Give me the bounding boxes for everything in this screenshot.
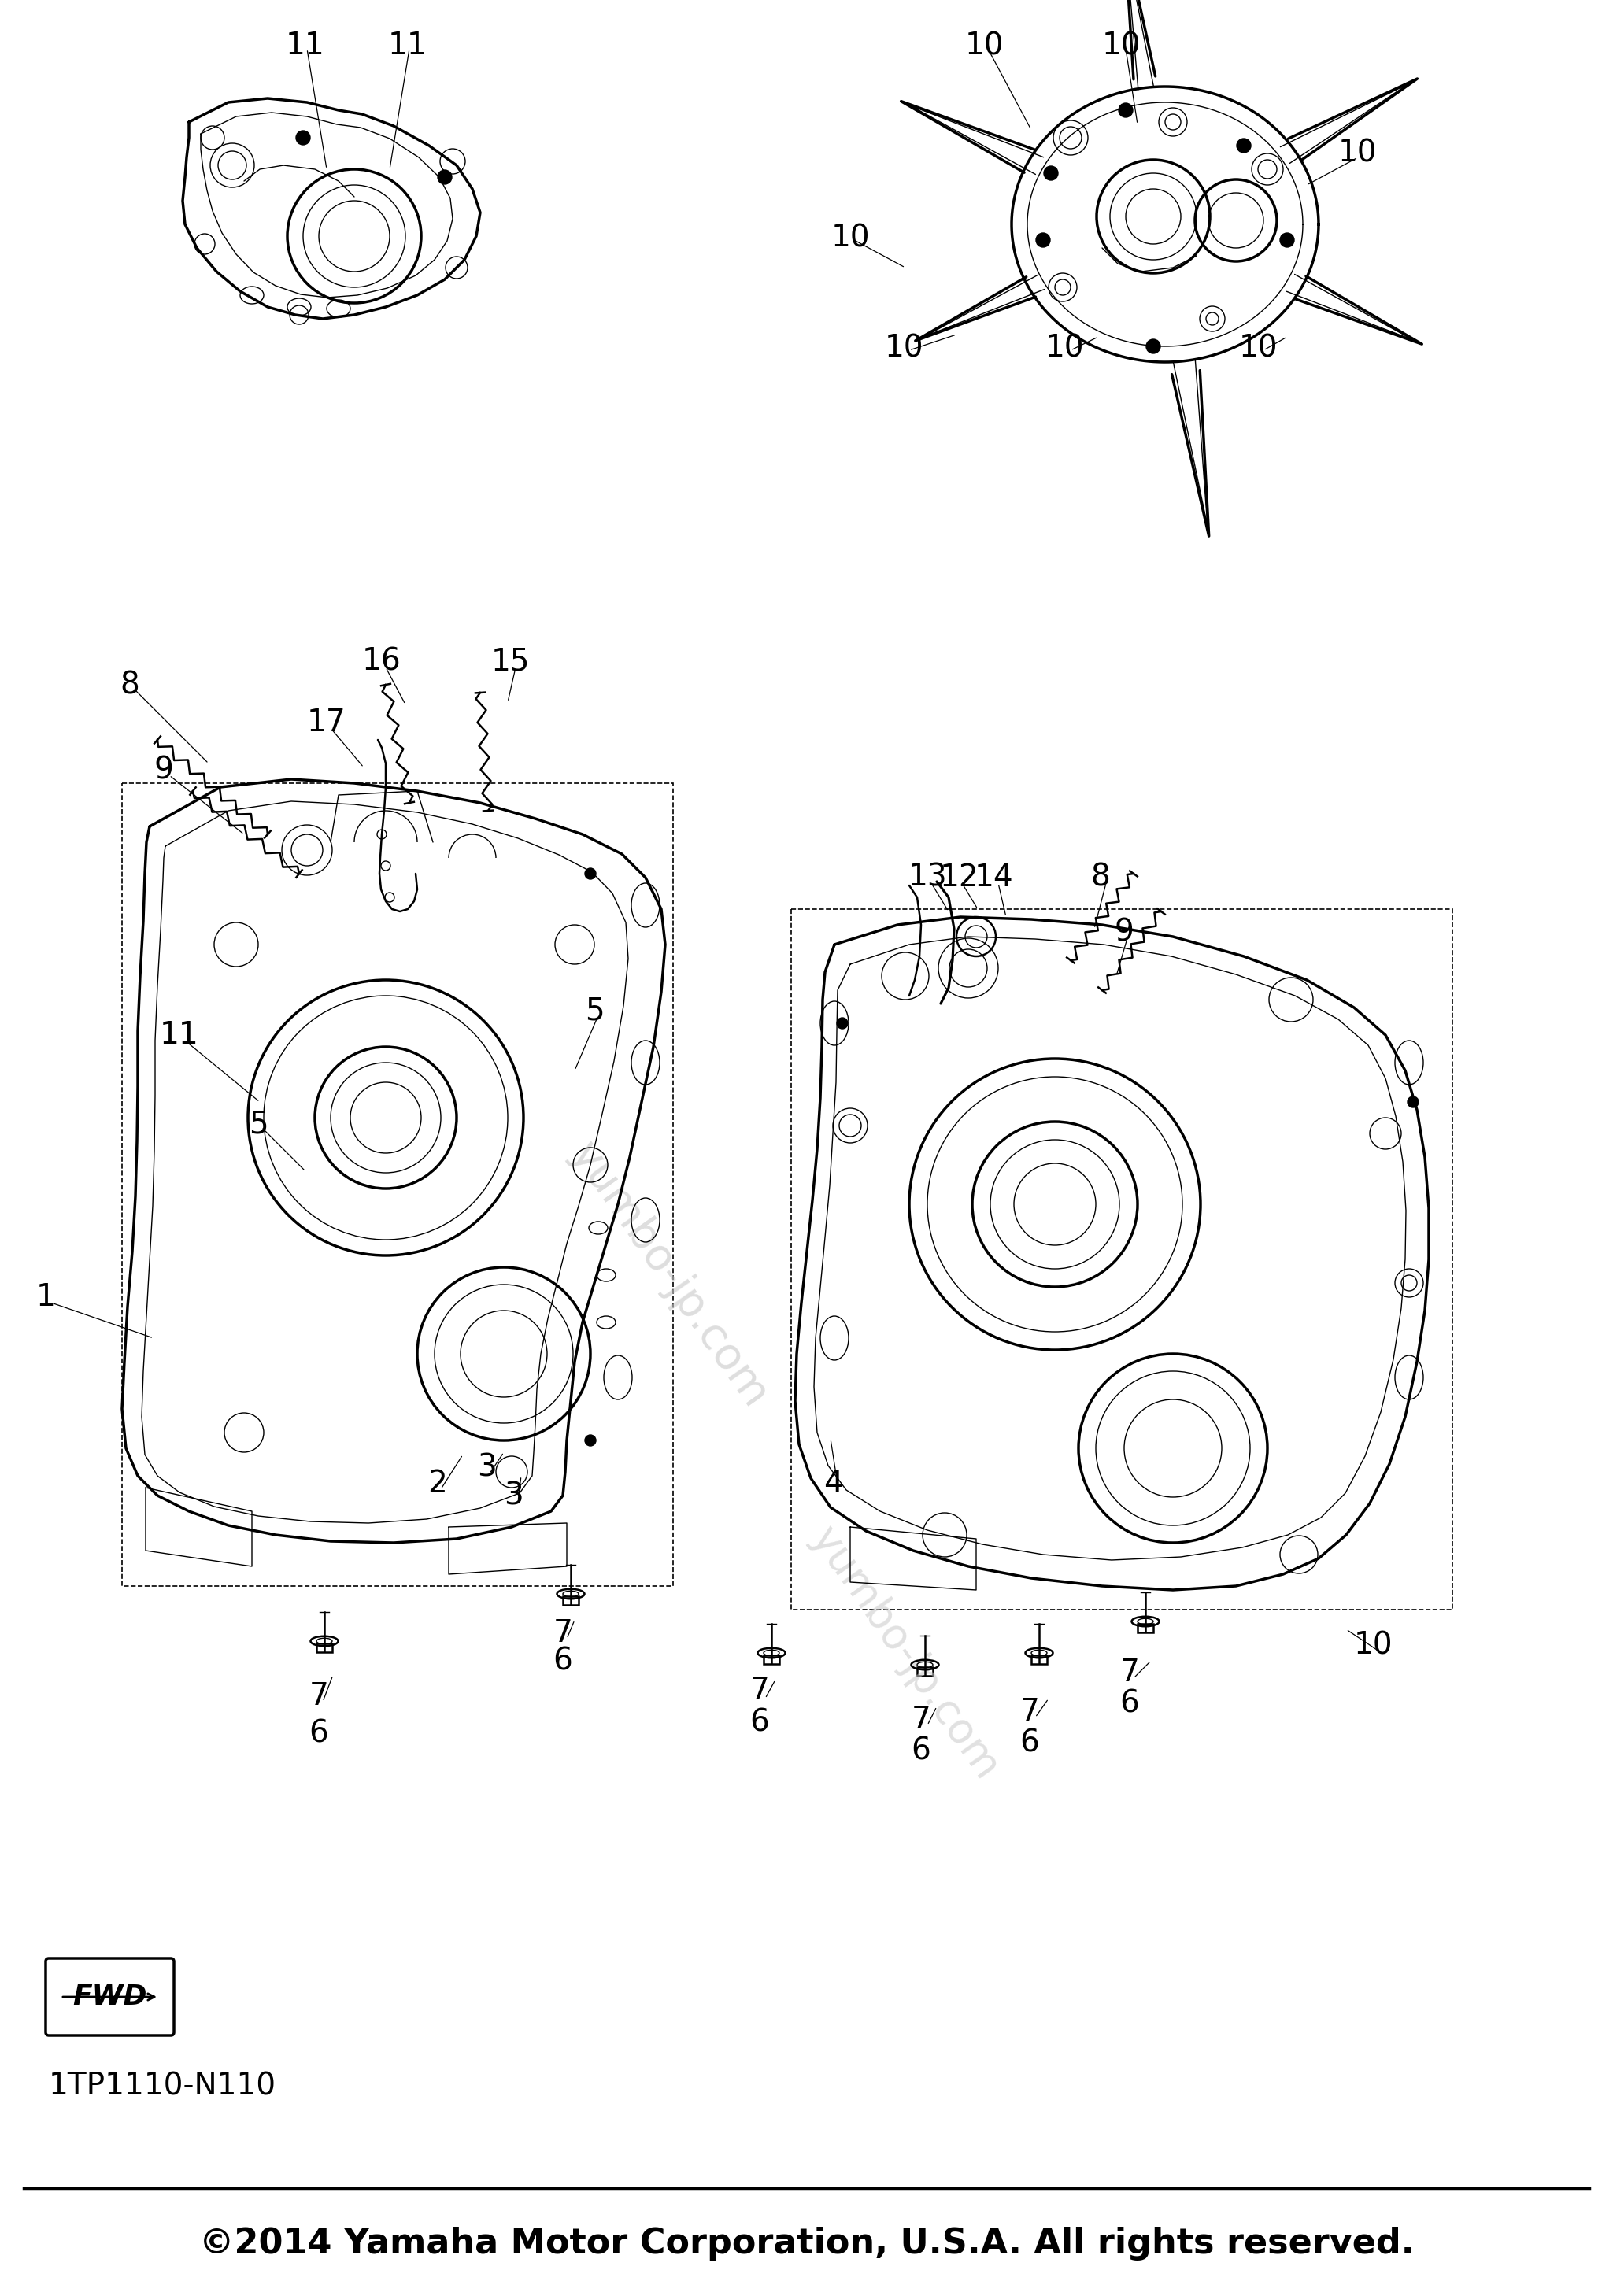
Text: 13: 13 (908, 863, 947, 893)
Text: 10: 10 (1239, 333, 1277, 363)
Text: 16: 16 (363, 645, 402, 675)
Bar (790, 909, 1452, 1609)
Text: 8: 8 (1090, 863, 1110, 893)
Circle shape (586, 1435, 595, 1446)
Text: 3: 3 (503, 1481, 523, 1511)
Text: yumbo-jp.com: yumbo-jp.com (803, 1520, 1008, 1786)
Text: 15: 15 (490, 645, 529, 675)
Text: 7: 7 (750, 1676, 769, 1706)
Circle shape (297, 131, 310, 145)
Text: 5: 5 (248, 1109, 268, 1139)
Text: ©2014 Yamaha Motor Corporation, U.S.A. All rights reserved.: ©2014 Yamaha Motor Corporation, U.S.A. A… (198, 2227, 1415, 2259)
Text: 6: 6 (1119, 1690, 1139, 1720)
Text: 3: 3 (477, 1453, 497, 1483)
Text: 5: 5 (584, 996, 603, 1026)
Text: 1TP1110-N110: 1TP1110-N110 (48, 2071, 276, 2101)
Bar (1031, 1655, 1047, 1665)
Text: 10: 10 (1339, 138, 1378, 168)
Text: 10: 10 (1045, 333, 1084, 363)
Circle shape (1237, 138, 1252, 154)
Text: 9: 9 (1115, 918, 1134, 948)
Text: 7: 7 (310, 1681, 329, 1711)
Circle shape (1036, 232, 1050, 248)
Text: 6: 6 (911, 1736, 931, 1766)
Text: 14: 14 (974, 863, 1013, 893)
Bar (123, 783, 673, 1587)
Text: 1: 1 (35, 1281, 55, 1311)
Text: 10: 10 (1355, 1630, 1394, 1660)
Text: 6: 6 (310, 1717, 329, 1747)
Text: 9: 9 (153, 755, 174, 785)
Text: 12: 12 (939, 863, 979, 893)
Text: 10: 10 (831, 223, 869, 253)
Bar (763, 1655, 779, 1665)
Circle shape (837, 1017, 848, 1029)
Text: 4: 4 (823, 1469, 842, 1499)
Bar (316, 1644, 332, 1651)
Circle shape (1119, 103, 1132, 117)
Circle shape (437, 170, 452, 184)
Circle shape (1408, 1097, 1418, 1107)
Text: 10: 10 (1102, 30, 1142, 60)
Text: 7: 7 (1019, 1697, 1039, 1727)
Text: yumbo-jp.com: yumbo-jp.com (561, 1134, 776, 1417)
Circle shape (1044, 165, 1058, 181)
Text: 17: 17 (306, 707, 347, 737)
Text: 6: 6 (750, 1708, 769, 1738)
Circle shape (586, 868, 595, 879)
Text: 6: 6 (1019, 1729, 1039, 1759)
Text: 10: 10 (965, 30, 1003, 60)
Circle shape (1147, 340, 1160, 354)
Text: 10: 10 (884, 333, 923, 363)
Circle shape (1281, 232, 1294, 248)
Text: 7: 7 (911, 1706, 931, 1736)
Bar (563, 1596, 579, 1605)
Text: 2: 2 (427, 1469, 447, 1499)
Text: 6: 6 (553, 1646, 573, 1676)
Text: 11: 11 (286, 30, 326, 60)
Bar (918, 1667, 932, 1676)
Bar (1137, 1623, 1153, 1632)
Text: 8: 8 (119, 670, 140, 700)
Text: FWD: FWD (73, 1984, 147, 2011)
Text: 7: 7 (553, 1619, 573, 1649)
Text: 11: 11 (389, 30, 427, 60)
Text: 11: 11 (160, 1019, 198, 1049)
Text: 7: 7 (1119, 1658, 1139, 1688)
